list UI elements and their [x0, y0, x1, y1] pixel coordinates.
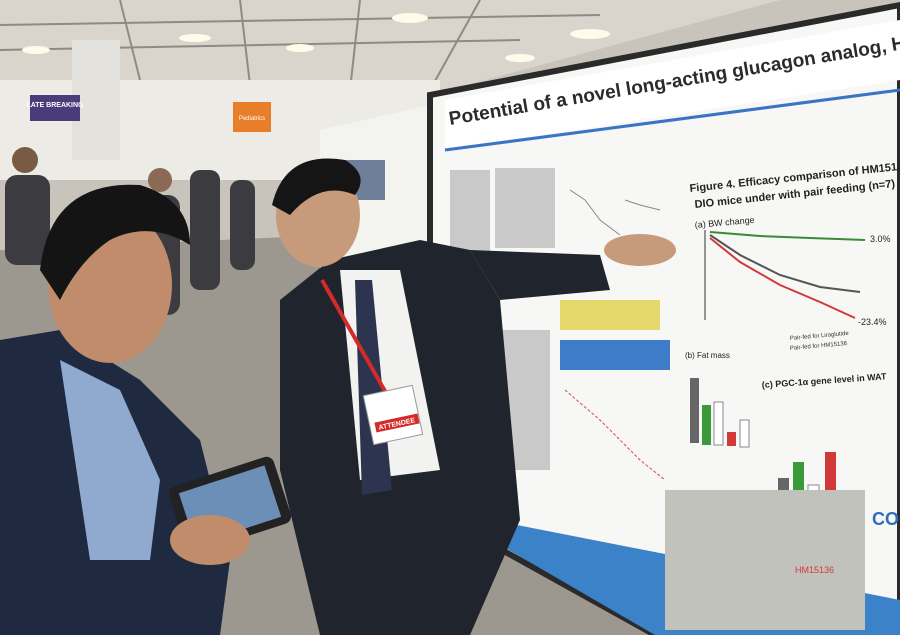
poster-plots: [564, 189, 666, 481]
plot-label: 3.0%: [870, 234, 891, 244]
presenter-arm: [470, 250, 610, 300]
viewer-shirt: [60, 360, 160, 560]
header-rule: [444, 88, 900, 152]
legend-entry: Pair-fed for HM15136: [790, 341, 848, 352]
section-heading: CO: [872, 509, 899, 529]
panel-label: (b) Fat mass: [685, 351, 730, 360]
sign: [30, 95, 80, 121]
plot-label: -23.4%: [858, 317, 887, 327]
sign-text: Pediatrics: [239, 116, 265, 122]
bw-plot: [704, 230, 866, 320]
poster-header: [445, 20, 900, 150]
presenter-hair: [272, 158, 361, 215]
lanyard: [320, 279, 392, 401]
presenter-hand: [604, 234, 676, 266]
micro-label: HM15136: [795, 565, 834, 575]
legend-entry: Pair-fed for Liraglutide: [790, 331, 850, 342]
sign-text: LATE BREAKING: [26, 102, 84, 109]
micrograph: [665, 490, 865, 630]
badge-band: [374, 413, 420, 433]
viewer-hand: [170, 515, 250, 565]
ceiling: [0, 0, 780, 95]
viewer-hair: [40, 184, 190, 300]
sign: [233, 102, 271, 132]
ceiling-lights: [22, 13, 610, 62]
